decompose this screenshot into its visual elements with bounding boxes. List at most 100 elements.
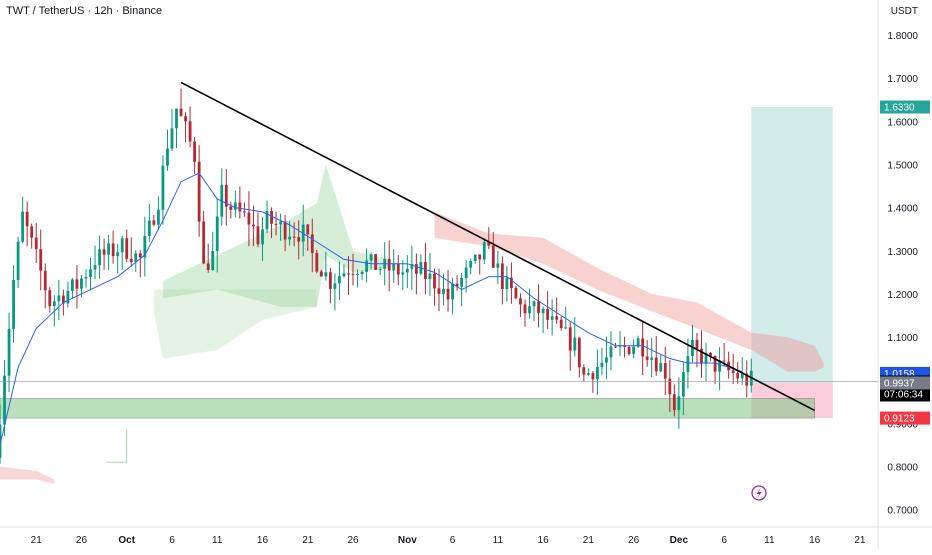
candle-body: [224, 184, 228, 207]
candle-body: [143, 235, 147, 258]
x-tick-label: Nov: [398, 535, 417, 546]
candle-body: [279, 221, 283, 225]
candle-body: [654, 357, 658, 372]
candle-body: [52, 301, 56, 307]
y-tick-label: 1.6000: [887, 117, 918, 128]
candle-body: [138, 253, 142, 258]
candle-body: [102, 249, 106, 255]
candle-body: [736, 372, 740, 379]
candle-body: [686, 356, 690, 373]
candle-body: [559, 319, 563, 329]
candle-body: [156, 209, 160, 225]
moving-average-line: [0, 172, 743, 446]
candle-body: [519, 298, 522, 305]
candle-body: [116, 252, 120, 257]
ichimoku-cloud-layer: [0, 164, 824, 484]
x-tick-label: Oct: [118, 535, 135, 546]
x-tick-label: 26: [628, 535, 640, 546]
candle-body: [184, 116, 187, 122]
y-tick-label: 0.7000: [887, 506, 918, 517]
candle-body: [410, 264, 414, 269]
candle-body: [582, 367, 586, 375]
y-tick-label: 1.5000: [887, 160, 918, 171]
candle-body: [120, 238, 124, 253]
candle-body: [740, 373, 744, 379]
candle-body: [351, 273, 355, 275]
candle-body: [537, 301, 540, 314]
candle-body: [66, 290, 70, 304]
candle-body: [446, 288, 450, 300]
candle-body: [347, 273, 350, 275]
lightning-bolt-icon[interactable]: [751, 485, 767, 501]
lines-layer: [0, 81, 878, 446]
candle-body: [437, 288, 441, 294]
candle-body: [360, 271, 364, 275]
candle-body: [211, 251, 215, 270]
candle-body: [365, 260, 368, 272]
x-tick-label: 26: [76, 535, 88, 546]
candle-body: [478, 254, 482, 260]
candle-body: [387, 258, 391, 271]
candle-body: [270, 210, 273, 224]
candle-body: [166, 148, 169, 166]
candle-body: [288, 236, 292, 240]
candle-body: [3, 375, 6, 425]
candle-body: [328, 272, 332, 289]
candle-body: [636, 338, 640, 347]
price-tag: [880, 100, 930, 114]
ichimoku-cloud-bearish: [434, 211, 824, 372]
candle-body: [645, 356, 649, 360]
candle-body: [568, 327, 572, 351]
candle-body: [392, 263, 396, 271]
candle-body: [401, 272, 405, 275]
candle-body: [414, 264, 418, 274]
candle-body: [731, 370, 735, 373]
candle-body: [709, 352, 712, 356]
candle-body: [98, 249, 101, 266]
candle-body: [84, 277, 88, 279]
ichimoku-span-line: [106, 429, 128, 463]
candle-body: [650, 357, 654, 360]
candle-body: [369, 254, 373, 261]
candle-body: [659, 363, 663, 372]
x-tick-label: 11: [212, 535, 223, 546]
x-tick-label: 26: [347, 535, 359, 546]
candle-body: [333, 283, 337, 289]
candle-body: [206, 263, 210, 270]
candle-body: [215, 216, 219, 252]
candle-body: [433, 273, 436, 289]
y-tick-label: 1.2000: [887, 290, 918, 301]
candle-body: [496, 263, 500, 268]
candle-body: [161, 165, 165, 210]
candle-body: [451, 283, 454, 300]
price-tag-label: 1.6330: [884, 103, 915, 114]
candle-body: [550, 316, 554, 320]
candle-body: [7, 328, 11, 376]
candle-body: [528, 306, 531, 314]
candle-body: [175, 108, 178, 129]
x-tick-label: 11: [493, 535, 504, 546]
candle-body: [238, 202, 242, 212]
candle-body: [179, 108, 183, 117]
candle-body: [455, 283, 459, 287]
candle-body: [48, 290, 52, 307]
candle-body: [605, 357, 608, 363]
candle-body: [324, 272, 328, 277]
target-zone: [751, 107, 833, 383]
candle-body: [292, 236, 296, 238]
candle-body: [252, 224, 255, 227]
candle-body: [586, 373, 590, 375]
candle-body: [491, 245, 495, 268]
candle-body: [193, 141, 197, 162]
y-tick-label: 1.1000: [887, 333, 918, 344]
candle-body: [12, 280, 15, 329]
x-tick-label: 21: [302, 535, 314, 546]
candle-body: [564, 327, 568, 329]
candle-body: [700, 348, 703, 364]
candle-body: [57, 295, 61, 302]
candle-body: [356, 274, 359, 276]
candle-body: [600, 362, 604, 367]
candle-body: [34, 237, 38, 250]
